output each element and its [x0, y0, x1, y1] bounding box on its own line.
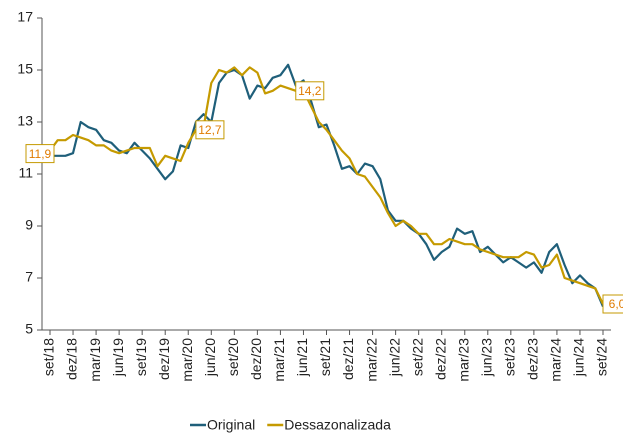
x-tick-label: set/21: [317, 338, 333, 376]
value-label-box: [295, 81, 325, 101]
x-tick-label: dez/22: [432, 338, 448, 380]
y-tick-label: 5: [25, 321, 33, 337]
series-line: [49, 66, 604, 305]
x-tick-label: mar/22: [363, 338, 379, 382]
x-tick-label: mar/19: [87, 338, 103, 382]
x-tick-label: mar/24: [548, 338, 564, 382]
x-tick-label: set/19: [133, 338, 149, 376]
x-tick-label: jun/20: [202, 338, 218, 377]
x-tick-label: mar/23: [455, 338, 471, 382]
value-label: 12,7: [198, 123, 222, 137]
x-tick-label: set/18: [41, 338, 57, 376]
y-tick-label: 15: [17, 61, 33, 77]
x-tick-label: set/20: [225, 338, 241, 376]
x-tick-label: jun/19: [110, 338, 126, 377]
x-tick-label: dez/21: [340, 338, 356, 380]
value-label-box: [602, 294, 623, 314]
x-tick-label: dez/18: [64, 338, 80, 380]
x-tick-label: dez/23: [525, 338, 541, 380]
value-label-box: [195, 120, 225, 140]
x-tick-label: jun/23: [478, 338, 494, 377]
value-label: 6,0: [609, 297, 623, 311]
x-tick-label: dez/19: [156, 338, 172, 380]
x-tick-label: set/23: [502, 338, 518, 376]
legend-label: Dessazonalizada: [284, 417, 391, 433]
series-line: [50, 63, 605, 308]
y-tick-label: 17: [17, 9, 33, 25]
y-tick-label: 7: [25, 269, 33, 285]
value-label-box: [25, 144, 55, 164]
x-tick-label: dez/20: [248, 338, 264, 380]
y-tick-label: 11: [18, 165, 33, 181]
value-label: 11,9: [29, 147, 52, 161]
value-label: 14,2: [298, 84, 322, 98]
x-tick-label: jun/22: [386, 338, 402, 377]
y-tick-label: 13: [17, 113, 33, 129]
x-tick-label: set/24: [594, 338, 610, 376]
x-tick-label: jun/21: [294, 338, 310, 377]
legend-label: Original: [207, 417, 255, 433]
x-tick-label: mar/21: [271, 338, 287, 382]
x-tick-label: jun/24: [571, 338, 587, 377]
y-tick-label: 9: [25, 217, 33, 233]
x-tick-label: set/22: [409, 338, 425, 376]
x-tick-label: mar/20: [179, 338, 195, 382]
